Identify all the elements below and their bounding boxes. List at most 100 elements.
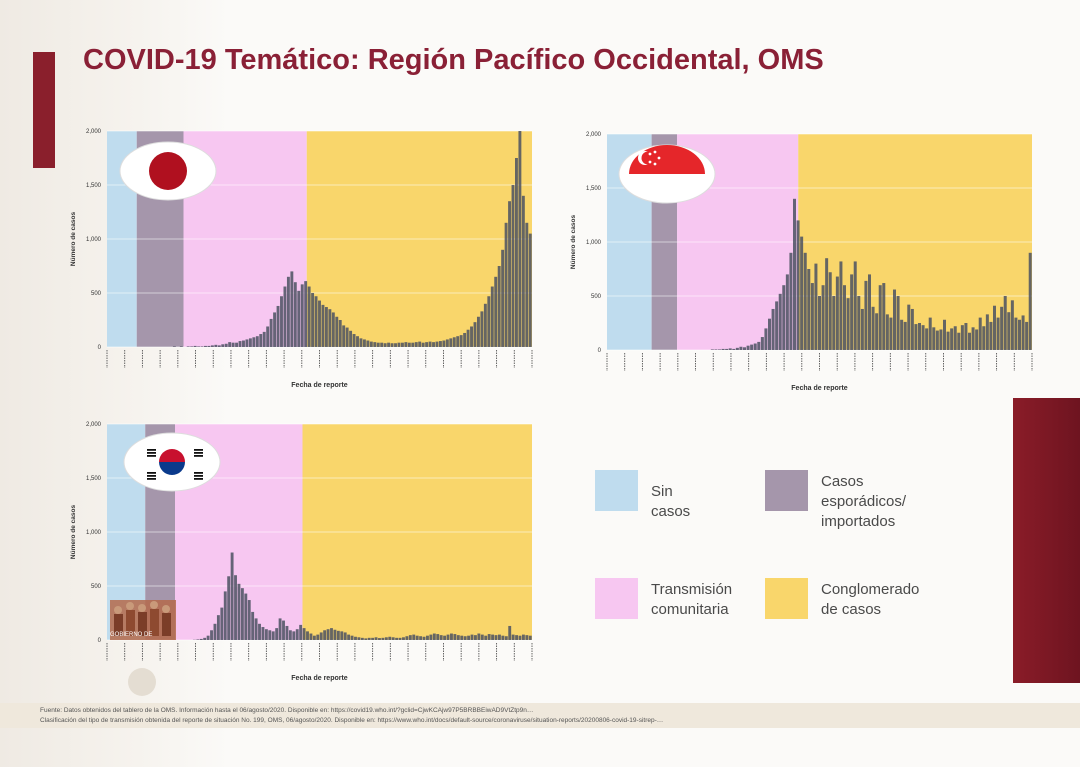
- bar: [357, 637, 361, 640]
- bar: [1028, 252, 1032, 350]
- bar: [311, 293, 315, 347]
- bar: [388, 636, 392, 640]
- bar: [276, 305, 280, 347]
- y-axis-label: Número de casos: [570, 215, 577, 270]
- bar: [508, 625, 512, 640]
- bar: [412, 634, 416, 640]
- bar: [204, 345, 207, 347]
- bar: [331, 312, 335, 347]
- bar: [285, 625, 289, 640]
- bar: [921, 325, 925, 350]
- bar: [964, 323, 968, 350]
- bar: [957, 332, 961, 350]
- bar: [242, 340, 245, 347]
- chart-svg: 0 500 1,000 1,500 2,000 Fecha de reporte Númer…: [570, 132, 1033, 392]
- page-title: COVID-19 Temático: Región Pacífico Occid…: [83, 44, 824, 76]
- flag-trigram: [147, 452, 156, 454]
- bar: [278, 618, 282, 640]
- bar: [240, 588, 244, 640]
- bar: [280, 296, 283, 347]
- bar: [914, 324, 918, 350]
- flag-star: [653, 162, 657, 166]
- bar: [282, 620, 285, 640]
- bar: [785, 274, 789, 350]
- x-ticks: [106, 350, 533, 368]
- bar: [190, 346, 194, 347]
- bar: [800, 236, 804, 350]
- bar: [354, 636, 357, 640]
- bar: [237, 583, 241, 640]
- bar: [939, 329, 943, 350]
- bar: [1014, 317, 1018, 350]
- bar: [871, 306, 875, 350]
- bar: [498, 634, 501, 640]
- flag-trigram: [147, 475, 156, 477]
- bar: [207, 345, 211, 347]
- bar: [419, 636, 423, 640]
- flag-trigram: [194, 455, 203, 457]
- bar: [373, 342, 377, 347]
- bar: [491, 634, 495, 640]
- bar: [172, 346, 176, 347]
- bar: [466, 329, 470, 347]
- bar: [449, 338, 453, 347]
- x-axis-label: Fecha de reporte: [791, 385, 848, 392]
- bar: [418, 341, 422, 347]
- bar: [414, 342, 418, 347]
- bar: [275, 628, 279, 640]
- bar: [302, 628, 306, 640]
- bar: [714, 349, 718, 350]
- bar: [371, 637, 375, 640]
- bar: [255, 336, 259, 347]
- bar: [525, 222, 529, 347]
- bar: [228, 342, 232, 347]
- bar: [439, 635, 443, 640]
- bar: [350, 635, 354, 640]
- bar: [918, 323, 921, 350]
- bar: [508, 201, 511, 347]
- bar: [340, 631, 344, 640]
- flag-trigram: [147, 472, 156, 474]
- bar: [383, 343, 387, 347]
- y-tick-label: 2,000: [586, 132, 602, 138]
- legend-swatch-esporadicos: [765, 470, 808, 511]
- flag-sun: [149, 152, 187, 190]
- bar: [343, 632, 347, 640]
- bar: [910, 308, 914, 350]
- bar: [321, 304, 325, 347]
- bar: [244, 593, 248, 640]
- bar: [220, 607, 224, 640]
- footer-line-2: Clasificación del tipo de transmisión ob…: [40, 717, 664, 724]
- y-tick-label: 2,000: [86, 129, 102, 135]
- bar: [366, 340, 370, 347]
- bar: [868, 274, 871, 350]
- bar: [497, 266, 501, 347]
- bar: [193, 345, 197, 347]
- bar: [426, 635, 429, 640]
- bar: [828, 272, 832, 350]
- legend-label: Conglomerado de casos: [821, 581, 920, 618]
- bar: [1021, 315, 1025, 350]
- bar: [1025, 321, 1029, 350]
- bar: [728, 348, 732, 350]
- bar: [1007, 312, 1011, 350]
- bar: [768, 318, 771, 350]
- bar: [248, 338, 252, 347]
- bar: [721, 348, 725, 350]
- y-axis-label: Número de casos: [70, 505, 77, 560]
- bar: [928, 317, 932, 350]
- bar: [436, 634, 440, 640]
- bar: [210, 345, 214, 347]
- bar: [266, 326, 270, 347]
- bar: [757, 341, 761, 350]
- bar: [487, 296, 491, 347]
- title-accent-bar: [33, 52, 55, 168]
- flag-trigram: [147, 455, 156, 457]
- bar: [504, 636, 508, 640]
- y-tick-label: 500: [591, 294, 602, 300]
- bar: [460, 635, 464, 640]
- y-tick-label: 1,500: [86, 183, 102, 189]
- y-tick-label: 1,000: [86, 237, 102, 243]
- chart-svg: 0 500 1,000 1,500 2,000 Fecha de reporte Númer…: [70, 129, 533, 389]
- legend-swatch-sin-casos: [595, 470, 638, 511]
